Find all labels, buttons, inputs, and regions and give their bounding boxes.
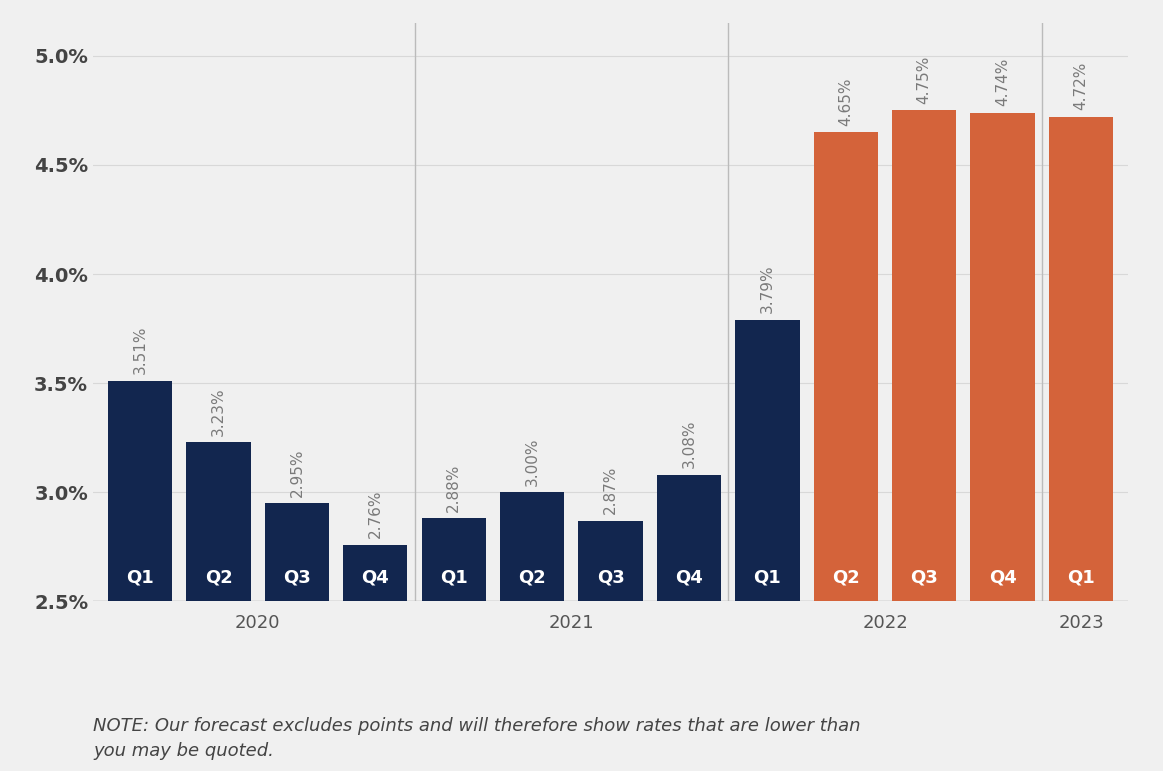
- Text: Q3: Q3: [911, 568, 939, 586]
- Text: Q1: Q1: [1068, 568, 1094, 586]
- Text: 2.95%: 2.95%: [290, 448, 305, 497]
- Text: 3.79%: 3.79%: [759, 264, 775, 313]
- Bar: [970, 113, 1035, 601]
- Text: 3.00%: 3.00%: [525, 437, 540, 486]
- Text: 4.72%: 4.72%: [1073, 62, 1089, 110]
- Text: 2.87%: 2.87%: [604, 466, 618, 514]
- Text: 4.65%: 4.65%: [839, 77, 854, 126]
- Text: 2.88%: 2.88%: [447, 463, 462, 512]
- Text: Q2: Q2: [832, 568, 859, 586]
- Bar: [186, 442, 251, 601]
- Text: Q1: Q1: [440, 568, 468, 586]
- Text: Q4: Q4: [362, 568, 390, 586]
- Text: 4.74%: 4.74%: [996, 58, 1011, 106]
- Bar: [500, 492, 564, 601]
- Text: 3.51%: 3.51%: [133, 326, 148, 375]
- Text: Q1: Q1: [754, 568, 782, 586]
- Text: 2020: 2020: [235, 614, 280, 632]
- Text: Q4: Q4: [675, 568, 702, 586]
- Text: Q1: Q1: [127, 568, 154, 586]
- Bar: [1049, 117, 1113, 601]
- Bar: [422, 518, 486, 601]
- Text: 2022: 2022: [862, 614, 908, 632]
- Bar: [578, 520, 643, 601]
- Text: 2.76%: 2.76%: [368, 490, 383, 538]
- Text: 2023: 2023: [1058, 614, 1104, 632]
- Text: NOTE: Our forecast excludes points and will therefore show rates that are lower : NOTE: Our forecast excludes points and w…: [93, 717, 861, 760]
- Text: Q3: Q3: [283, 568, 311, 586]
- Text: Q3: Q3: [597, 568, 625, 586]
- Text: Q4: Q4: [989, 568, 1016, 586]
- Bar: [892, 110, 956, 601]
- Text: 3.23%: 3.23%: [211, 387, 226, 436]
- Bar: [814, 133, 878, 601]
- Bar: [265, 503, 329, 601]
- Bar: [343, 544, 407, 601]
- Text: 3.08%: 3.08%: [682, 419, 697, 468]
- Text: Q2: Q2: [519, 568, 547, 586]
- Text: 2021: 2021: [549, 614, 594, 632]
- Bar: [108, 381, 172, 601]
- Bar: [657, 475, 721, 601]
- Text: 4.75%: 4.75%: [916, 56, 932, 104]
- Text: Q2: Q2: [205, 568, 233, 586]
- Bar: [735, 320, 799, 601]
